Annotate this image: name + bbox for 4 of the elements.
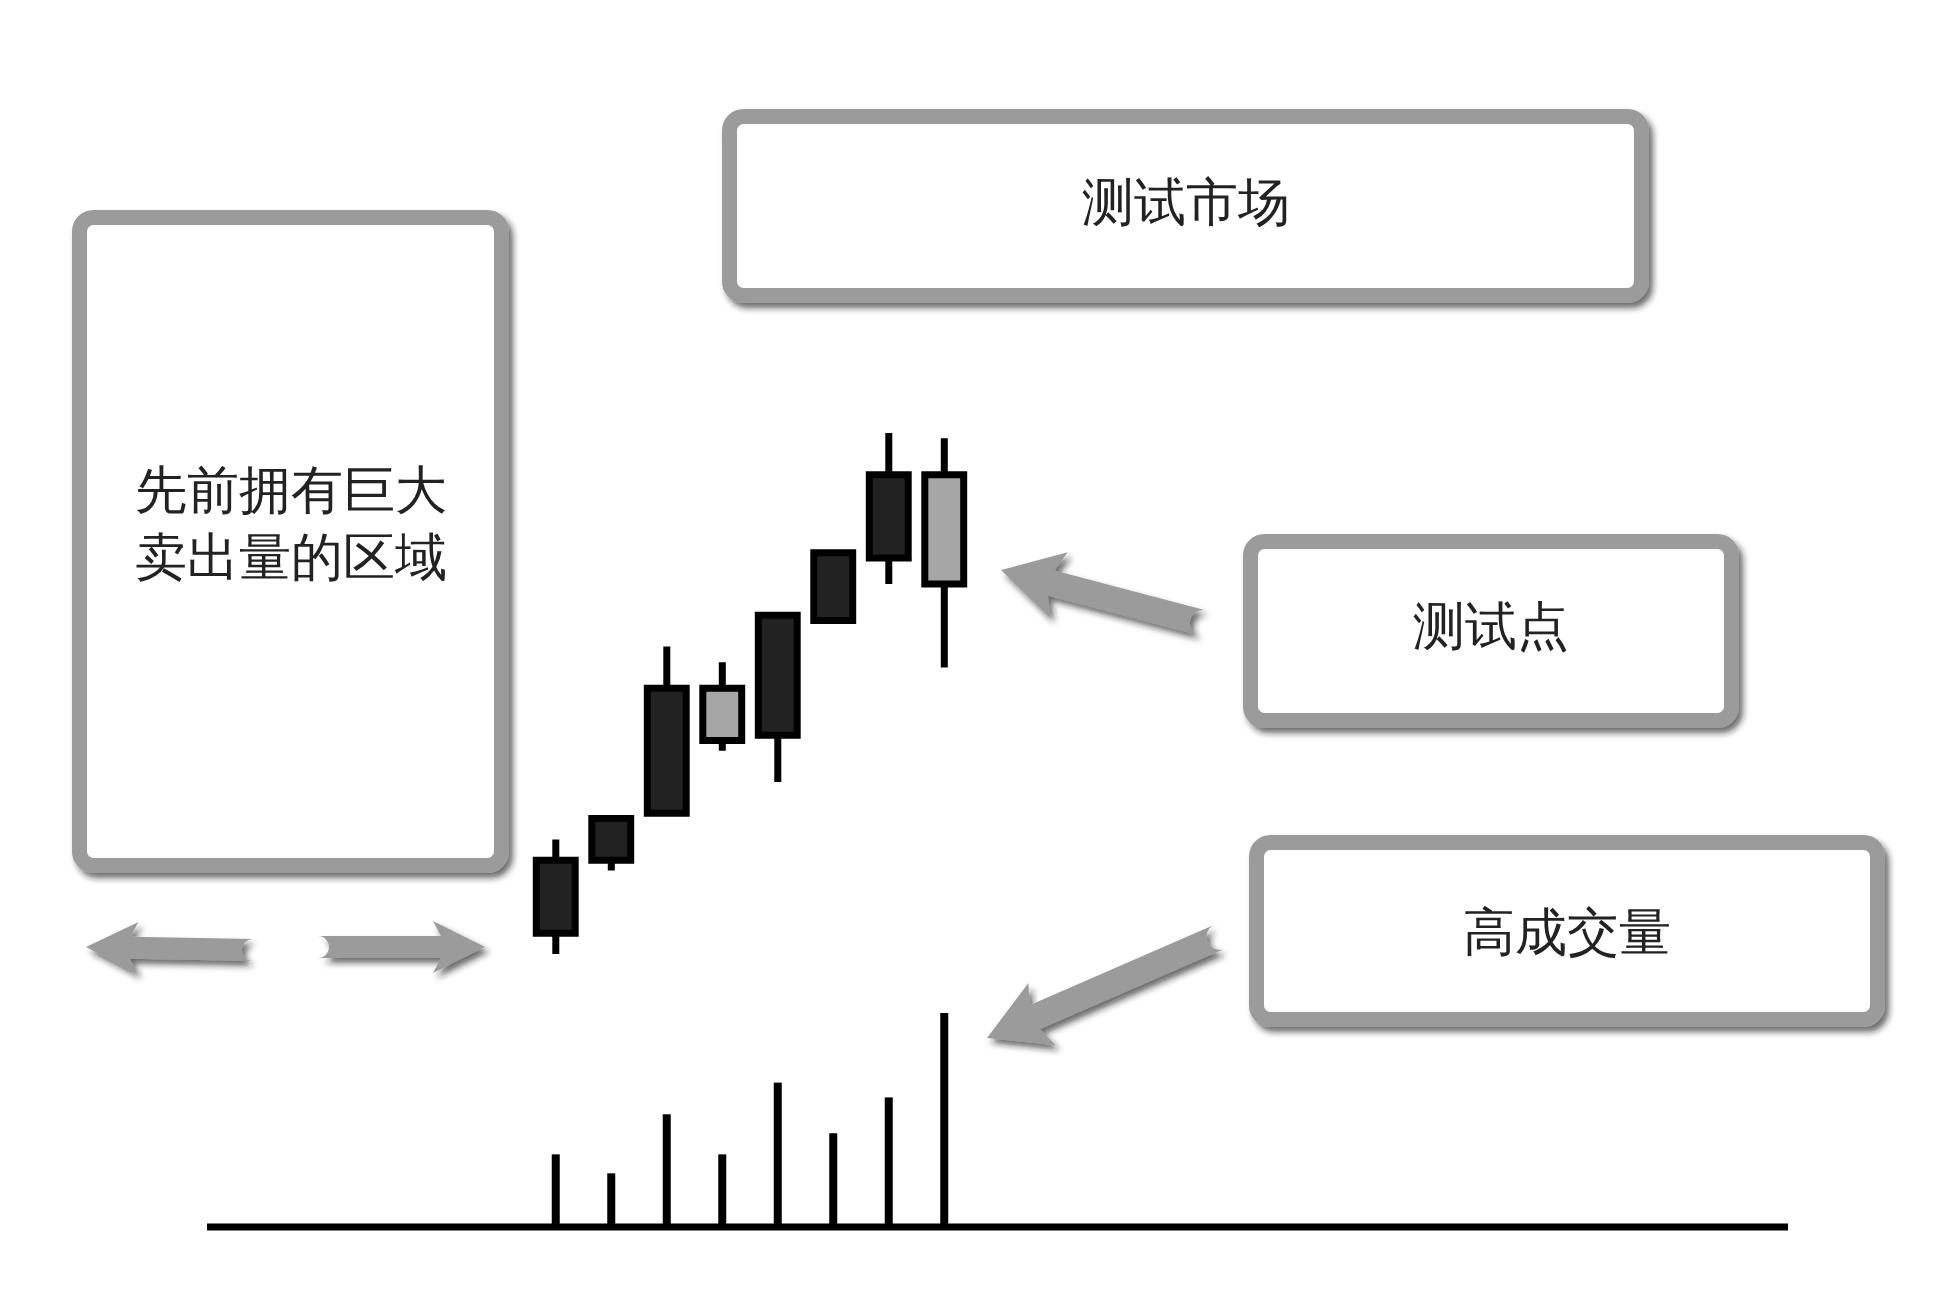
text: 高成交量 [1463, 902, 1671, 961]
text: 测试点 [1413, 596, 1569, 655]
text: 先前拥有巨大卖出量的区域 [134, 461, 447, 587]
text: 测试市场 [1081, 172, 1290, 231]
